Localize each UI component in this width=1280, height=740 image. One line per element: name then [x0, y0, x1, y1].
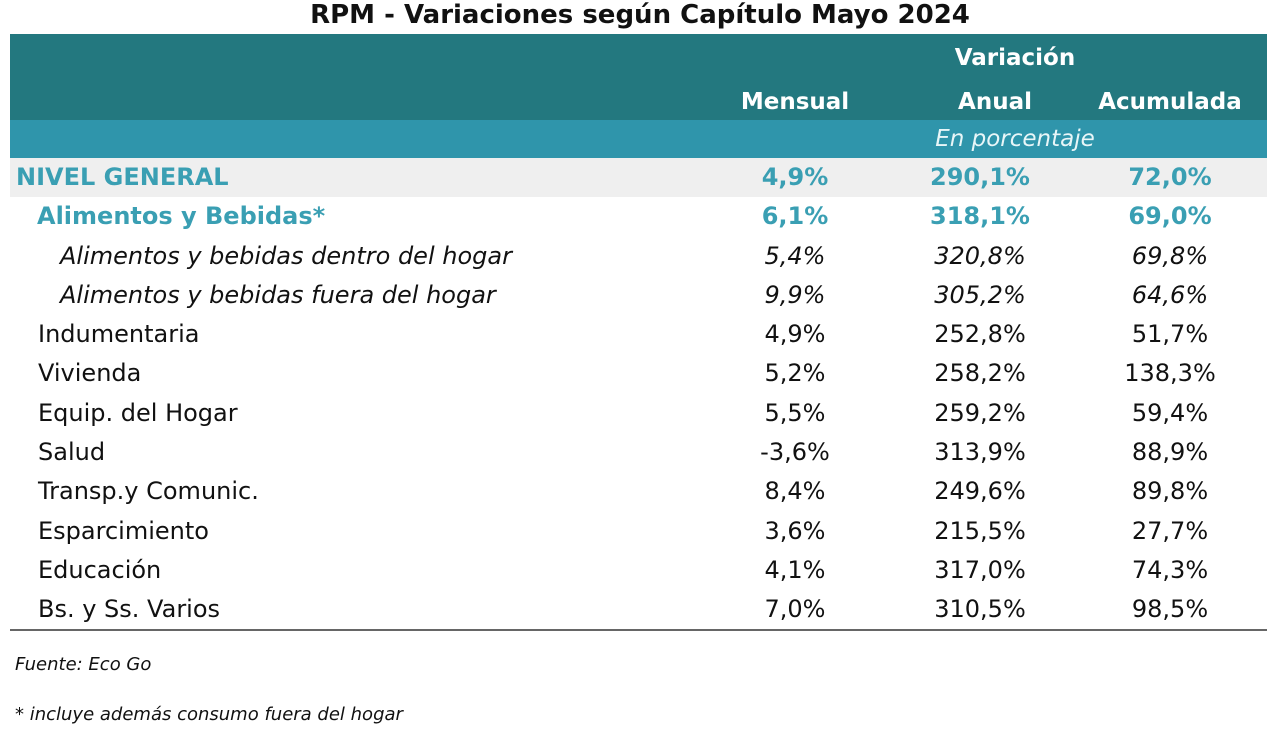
- unit-header: En porcentaje: [10, 120, 1267, 158]
- table-row: Equip. del Hogar 5,5% 259,2% 59,4%: [10, 394, 1267, 433]
- cell-mensual: 9,9%: [764, 280, 826, 309]
- row-label: Salud: [38, 438, 106, 467]
- cell-acumulada: 88,9%: [1131, 438, 1209, 467]
- cell-anual: 313,9%: [934, 438, 1026, 467]
- cell-mensual: 7,0%: [764, 595, 826, 624]
- cell-acumulada: 59,4%: [1131, 398, 1209, 427]
- row-label: Alimentos y bebidas fuera del hogar: [60, 280, 496, 309]
- cell-mensual: 8,4%: [764, 477, 826, 506]
- cell-anual: 305,2%: [934, 280, 1026, 309]
- cell-acumulada: 89,8%: [1131, 477, 1209, 506]
- table-row-general: NIVEL GENERAL 4,9% 290,1% 72,0%: [10, 158, 1267, 198]
- bottom-rule: [10, 629, 1267, 631]
- table-row: Transp.y Comunic. 8,4% 249,6% 89,8%: [10, 472, 1267, 511]
- cell-anual: 320,8%: [934, 241, 1026, 270]
- cell-anual: 258,2%: [934, 359, 1026, 388]
- cell-acumulada: 27,7%: [1131, 516, 1209, 545]
- cell-mensual: 5,2%: [764, 359, 826, 388]
- cell-anual: 252,8%: [934, 320, 1026, 349]
- table-header: Variación Mensual Anual Acumulada: [10, 34, 1267, 120]
- row-label: Equip. del Hogar: [38, 398, 238, 427]
- row-label: Vivienda: [38, 359, 142, 388]
- row-label: Bs. y Ss. Varios: [38, 595, 221, 624]
- cell-mensual: 4,1%: [764, 555, 826, 584]
- cell-acumulada: 74,3%: [1131, 555, 1209, 584]
- row-label: Indumentaria: [38, 320, 200, 349]
- column-header-mensual: Mensual: [740, 89, 850, 115]
- table-row: Alimentos y bebidas dentro del hogar 5,4%…: [10, 237, 1267, 276]
- cell-mensual: -3,6%: [760, 438, 830, 467]
- table-row: Alimentos y Bebidas* 6,1% 318,1% 69,0%: [10, 197, 1267, 236]
- cell-anual: 290,1%: [930, 163, 1030, 191]
- cell-mensual: 5,4%: [764, 241, 826, 270]
- cell-mensual: 3,6%: [764, 516, 826, 545]
- cell-anual: 310,5%: [934, 595, 1026, 624]
- data-table: Variación Mensual Anual Acumulada En por…: [10, 34, 1267, 630]
- cell-acumulada: 138,3%: [1124, 359, 1216, 388]
- table-row: Alimentos y bebidas fuera del hogar 9,9% 3…: [10, 276, 1267, 315]
- cell-acumulada: 98,5%: [1131, 595, 1209, 624]
- table-title: RPM - Variaciones según Capítulo Mayo 20…: [310, 0, 970, 30]
- cell-mensual: 6,1%: [761, 202, 829, 231]
- table-row: Vivienda 5,2% 258,2% 138,3%: [10, 354, 1267, 393]
- cell-acumulada: 64,6%: [1131, 280, 1209, 309]
- table-row: Salud -3,6% 313,9% 88,9%: [10, 433, 1267, 472]
- row-label: Transp.y Comunic.: [38, 477, 259, 506]
- row-label: Esparcimiento: [38, 516, 209, 545]
- cell-acumulada: 51,7%: [1131, 320, 1209, 349]
- cell-acumulada: 69,8%: [1131, 241, 1209, 270]
- row-label: Alimentos y bebidas dentro del hogar: [60, 241, 512, 270]
- header-group-label: Variación: [954, 45, 1076, 71]
- cell-mensual: 5,5%: [764, 398, 826, 427]
- table-body: NIVEL GENERAL 4,9% 290,1% 72,0% Alimentos y …: [10, 158, 1267, 630]
- cell-anual: 249,6%: [934, 477, 1026, 506]
- row-label: NIVEL GENERAL: [16, 163, 229, 191]
- cell-mensual: 4,9%: [764, 320, 826, 349]
- cell-anual: 318,1%: [930, 202, 1030, 231]
- table-row: Esparcimiento 3,6% 215,5% 27,7%: [10, 512, 1267, 551]
- table-row: Bs. y Ss. Varios 7,0% 310,5% 98,5%: [10, 590, 1267, 629]
- cell-mensual: 4,9%: [761, 163, 829, 191]
- table-row: Indumentaria 4,9% 252,8% 51,7%: [10, 315, 1267, 354]
- cell-acumulada: 69,0%: [1128, 202, 1212, 231]
- source-note: Fuente: Eco Go: [15, 654, 152, 675]
- column-header-acumulada: Acumulada: [1098, 89, 1242, 115]
- unit-label: En porcentaje: [935, 126, 1095, 152]
- column-header-anual: Anual: [958, 89, 1032, 115]
- row-label: Alimentos y Bebidas*: [37, 202, 326, 231]
- cell-anual: 259,2%: [934, 398, 1026, 427]
- table-row: Educación 4,1% 317,0% 74,3%: [10, 551, 1267, 590]
- row-label: Educación: [38, 555, 162, 584]
- cell-acumulada: 72,0%: [1128, 163, 1212, 191]
- cell-anual: 215,5%: [934, 516, 1026, 545]
- cell-anual: 317,0%: [934, 555, 1026, 584]
- footnote: * incluye además consumo fuera del hogar: [15, 704, 403, 725]
